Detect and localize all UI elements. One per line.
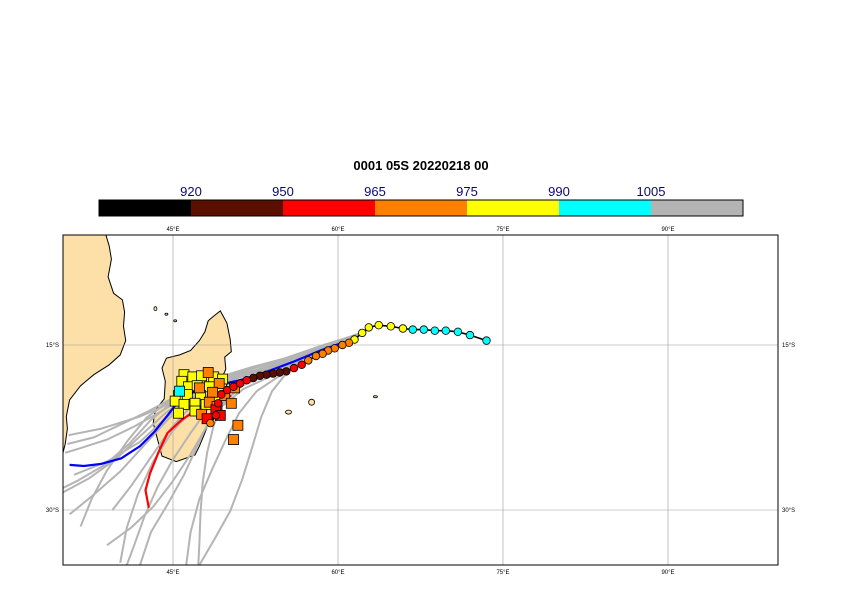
lon-tick-label-bottom: 90°E	[661, 570, 674, 576]
island	[173, 319, 178, 323]
observed-position	[217, 390, 226, 399]
colorbar-label: 990	[548, 184, 570, 199]
forecast-position	[207, 386, 219, 398]
colorbar-label: 1005	[637, 184, 666, 199]
observed-position	[419, 325, 428, 334]
chart-title: 0001 05S 20220218 00	[353, 158, 489, 173]
observed-position	[235, 379, 245, 388]
colorbar-bin	[375, 200, 467, 216]
lon-tick-label-bottom: 75°E	[496, 570, 509, 576]
observed-position	[386, 322, 395, 331]
colorbar-label: 965	[364, 184, 386, 199]
lat-tick-label-right: 30°S	[782, 508, 795, 514]
observed-position	[441, 326, 450, 335]
island	[308, 398, 316, 406]
colorbar-label: 975	[456, 184, 478, 199]
lon-tick-label-top: 45°E	[166, 227, 179, 233]
observed-position	[398, 324, 408, 333]
forecast-position	[225, 397, 237, 409]
observed-position	[311, 351, 321, 361]
observed-position	[297, 360, 306, 369]
observed-position	[338, 340, 347, 350]
lat-tick-label-right: 15°S	[782, 343, 795, 349]
forecast-position	[213, 378, 225, 389]
observed-position	[229, 382, 238, 391]
observed-position	[206, 418, 215, 428]
observed-position	[213, 399, 223, 408]
colorbar-bin	[99, 200, 191, 216]
lon-tick-label-bottom: 60°E	[331, 570, 344, 576]
observed-position	[364, 323, 373, 332]
map-content	[63, 230, 778, 565]
observed-position	[374, 321, 383, 330]
colorbar-bin	[651, 200, 743, 216]
lat-tick-label-left: 15°S	[46, 343, 59, 349]
lat-tick-label-left: 30°S	[46, 508, 59, 514]
island	[372, 395, 378, 399]
colorbar-bin	[467, 200, 559, 216]
observed-position	[482, 336, 491, 345]
lon-tick-label-top: 90°E	[661, 227, 674, 233]
observed-position	[453, 327, 463, 336]
colorbar-bin	[559, 200, 651, 216]
forecast-position	[193, 382, 205, 394]
forecast-position	[202, 367, 214, 378]
forecast-position	[232, 419, 244, 431]
map-border	[62, 234, 779, 566]
observed-position	[222, 385, 232, 395]
colorbar-label: 950	[272, 184, 294, 199]
colorbar-bin	[283, 200, 375, 216]
observed-position	[408, 325, 417, 334]
island	[285, 409, 292, 415]
forecast-position	[174, 385, 186, 397]
colorbar-border	[98, 199, 744, 217]
observed-position	[211, 411, 221, 420]
forecast-position	[178, 398, 190, 410]
map-frame: 45°E 45°E 60°E 60°E 75°E 75°E 90°E 90°E 15°S 15°S…	[46, 227, 795, 576]
forecast-position	[173, 407, 184, 419]
lon-tick-label-top: 75°E	[496, 227, 509, 233]
island	[153, 306, 158, 312]
colorbar-bin	[191, 200, 283, 216]
lon-tick-label-bottom: 45°E	[166, 570, 179, 576]
observed-position	[465, 330, 475, 340]
observed-position	[430, 326, 439, 335]
observed-position	[242, 376, 251, 385]
island	[288, 230, 290, 232]
lon-tick-label-top: 60°E	[331, 227, 344, 233]
forecast-position	[228, 434, 239, 446]
island	[164, 312, 169, 316]
colorbar-label: 920	[180, 184, 202, 199]
observed-position	[358, 328, 367, 338]
observed-position	[304, 356, 313, 365]
pressure-colorbar: 920 950 965 975 990 1005	[98, 184, 744, 217]
observed-position	[289, 363, 299, 373]
africa-land	[63, 235, 127, 453]
